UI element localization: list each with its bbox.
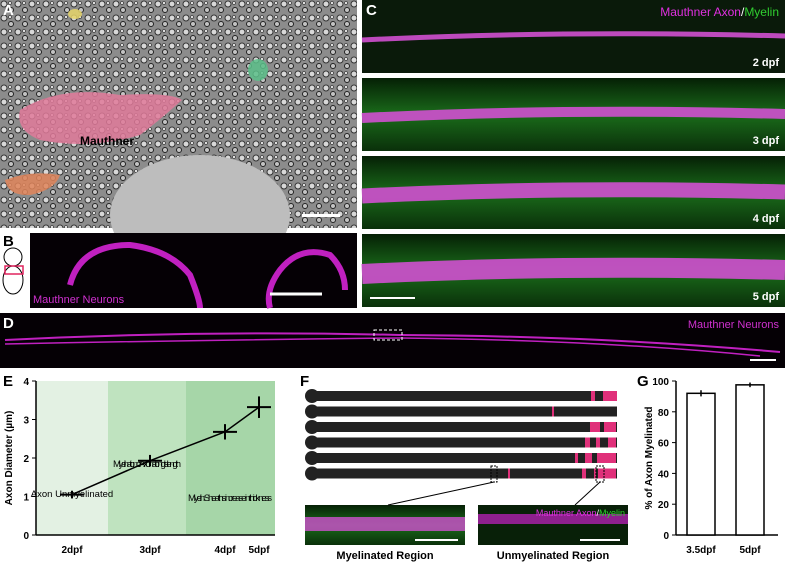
- y-tick-label: 60: [658, 439, 670, 450]
- stage-annotation: Axon Unmyelinated: [31, 489, 113, 500]
- cell: [248, 59, 268, 81]
- mauthner-cell: [19, 92, 182, 144]
- region-box: [373, 329, 403, 341]
- x-tick-label: 3dpf: [139, 545, 161, 556]
- axon: [361, 106, 785, 123]
- stage-band: [186, 381, 275, 535]
- inset-label: Myelinated Region: [336, 550, 433, 562]
- panel-label: A: [3, 2, 14, 19]
- y-tick-label: 3: [23, 416, 29, 427]
- y-tick-label: 100: [652, 377, 669, 388]
- neuron: [67, 241, 348, 309]
- panel-label: F: [300, 373, 309, 390]
- image-label: Mauthner Neurons: [33, 294, 125, 306]
- y-tick-label: 1: [23, 493, 29, 504]
- y-tick-label: 0: [663, 531, 669, 542]
- inset-image: [478, 505, 628, 545]
- stage-label: 2 dpf: [753, 57, 780, 69]
- stage-label: 3 dpf: [753, 135, 780, 147]
- axon: [4, 337, 761, 357]
- cell: [5, 173, 60, 196]
- myelin-gap: [606, 468, 616, 479]
- stage-label: 5 dpf: [753, 291, 780, 303]
- stage-label: 4 dpf: [753, 213, 780, 225]
- bar: [686, 392, 716, 536]
- myelin-gap: [591, 391, 595, 401]
- myelin-gap: [508, 468, 510, 479]
- y-tick-label: 80: [658, 408, 670, 419]
- x-tick-label: 5dpf: [739, 545, 761, 556]
- axon: [361, 257, 785, 284]
- scale-bar: [302, 214, 340, 217]
- cell: [68, 9, 82, 19]
- axon: [4, 332, 781, 353]
- axon-bar: [312, 406, 617, 417]
- axon: [305, 517, 465, 531]
- myelin-gap: [585, 453, 592, 463]
- y-axis-label: Axon Diameter (µm): [4, 411, 15, 506]
- myelin-gap: [575, 453, 578, 463]
- callout-line: [574, 481, 601, 506]
- axon-bar: [312, 422, 617, 432]
- axon: [361, 182, 785, 204]
- panel-label: G: [637, 373, 649, 390]
- y-tick-label: 2: [23, 454, 29, 465]
- y-axis-label: % of Axon Myelinated: [644, 407, 655, 510]
- panel-label: D: [3, 315, 14, 332]
- panel-label: E: [3, 373, 13, 390]
- panel-label: C: [366, 2, 377, 19]
- channel-header: Mauthner Axon/Myelin: [536, 508, 625, 518]
- axon-bar: [312, 391, 617, 401]
- axon: [478, 514, 628, 524]
- channel-header: Mauthner Axon/Myelin: [660, 5, 779, 19]
- inset-label: Unmyelinated Region: [497, 550, 610, 562]
- x-tick-label: 2dpf: [61, 545, 83, 556]
- cell-label: Mauthner: [80, 134, 134, 148]
- panel-label: B: [3, 233, 14, 250]
- larva-icon: [2, 265, 24, 295]
- y-tick-label: 40: [658, 469, 670, 480]
- callout-line: [387, 481, 495, 506]
- myelin-gap: [585, 437, 590, 448]
- y-tick-label: 20: [658, 500, 670, 511]
- myelin-gap: [603, 391, 617, 401]
- region-box: [4, 265, 24, 275]
- axon-bar: [312, 468, 617, 479]
- stage-annotation: Myelination of Axon along its length: [113, 459, 181, 470]
- bar: [735, 384, 765, 536]
- axon-bar: [312, 453, 617, 463]
- x-tick-label: 4dpf: [214, 545, 236, 556]
- stage-band: [108, 381, 186, 535]
- x-tick-label: 3.5dpf: [686, 545, 716, 556]
- myelin-gap: [608, 437, 616, 448]
- axon-bar: [312, 437, 617, 448]
- larva-icon: [3, 247, 23, 267]
- trend-line: [71, 406, 260, 496]
- axon: [361, 31, 785, 43]
- myelin-gap: [590, 422, 600, 432]
- y-tick-label: 0: [23, 531, 29, 542]
- myelin-gap: [604, 422, 616, 432]
- myelin-gap: [582, 468, 586, 479]
- y-tick-label: 4: [23, 377, 29, 388]
- myelin-gap: [598, 468, 606, 479]
- myelin-gap: [597, 453, 616, 463]
- stage-band: [36, 381, 108, 535]
- stage-annotation: Myelin Sheaths increase in thickness: [188, 493, 272, 504]
- myelin-gap: [596, 437, 600, 448]
- myelin-gap: [594, 468, 596, 479]
- image-label: Mauthner Neurons: [688, 319, 780, 331]
- x-tick-label: 5dpf: [248, 545, 270, 556]
- myelin-gap: [552, 406, 554, 417]
